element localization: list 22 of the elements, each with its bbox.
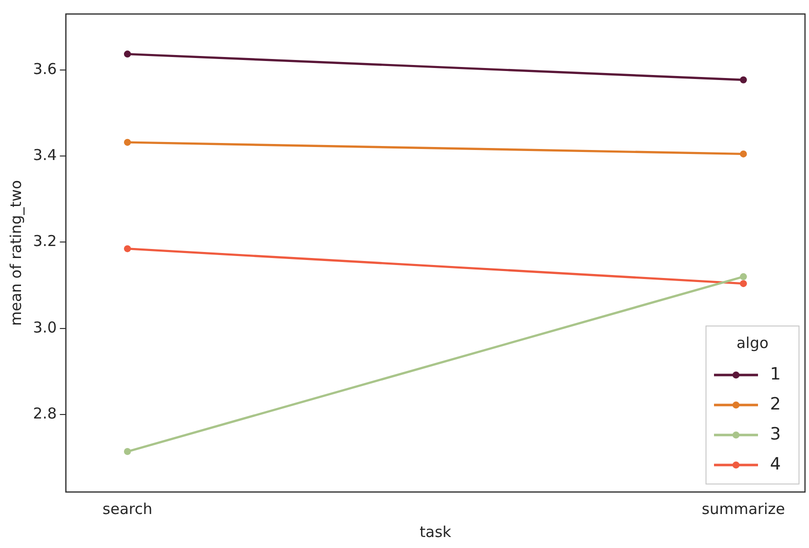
y-tick-label: 3.4 bbox=[32, 146, 57, 164]
point bbox=[124, 245, 131, 252]
point bbox=[740, 150, 747, 158]
legend-label: 4 bbox=[770, 454, 781, 474]
y-tick-label: 3.6 bbox=[32, 60, 57, 78]
point bbox=[124, 50, 131, 58]
x-tick-label: search bbox=[102, 500, 152, 518]
x-axis-title: task bbox=[420, 522, 452, 541]
point bbox=[740, 280, 747, 288]
legend-title: algo bbox=[736, 334, 769, 352]
x-tick-label: summarize bbox=[702, 500, 785, 518]
point bbox=[124, 448, 131, 456]
legend-label: 2 bbox=[770, 394, 781, 414]
point bbox=[124, 138, 131, 146]
y-tick-label: 3.0 bbox=[32, 318, 57, 336]
point bbox=[740, 273, 747, 280]
y-tick-label: 3.2 bbox=[32, 232, 57, 250]
legend-label: 1 bbox=[770, 364, 781, 384]
y-axis-title: mean of rating_two bbox=[6, 180, 25, 326]
y-tick-label: 2.8 bbox=[32, 404, 57, 422]
legend-label: 3 bbox=[770, 424, 781, 444]
point bbox=[740, 76, 747, 84]
